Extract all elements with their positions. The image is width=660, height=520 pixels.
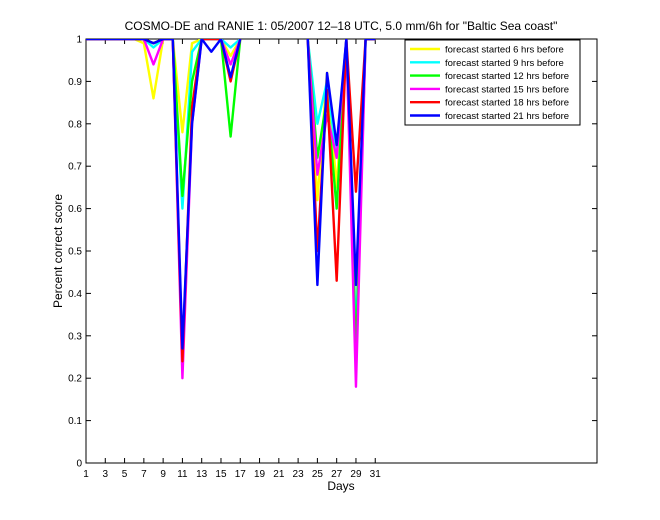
y-tick-label: 0.9	[68, 77, 82, 88]
x-tick-label: 13	[196, 469, 208, 480]
legend: forecast started 6 hrs before forecast st…	[404, 39, 581, 126]
legend-label: forecast started 18 hrs before	[445, 98, 569, 109]
series-layer	[86, 39, 376, 388]
x-tick-label: 3	[103, 469, 109, 480]
y-tick-label: 0.2	[68, 374, 82, 385]
legend-label: forecast started 21 hrs before	[445, 111, 569, 122]
y-tick-label: 0.5	[68, 247, 82, 258]
x-axis-title: Days	[327, 479, 354, 493]
y-tick-label: 0.1	[68, 416, 82, 427]
y-tick-label: 0.4	[68, 289, 82, 300]
series-line-6	[86, 39, 376, 350]
y-tick-label: 0	[76, 459, 82, 470]
legend-label: forecast started 15 hrs before	[445, 84, 569, 95]
y-axis: 0 0.1 0.2 0.3 0.4 0.5 0.6 0.7 0.8 0.9 1	[68, 35, 597, 470]
x-tick-label: 5	[122, 469, 128, 480]
x-tick-label: 1	[83, 469, 89, 480]
legend-label: forecast started 6 hrs before	[445, 45, 564, 56]
y-tick-label: 0.3	[68, 331, 82, 342]
x-tick-label: 17	[235, 469, 247, 480]
chart-title: COSMO-DE and RANIE 1: 05/2007 12–18 UTC,…	[125, 19, 558, 33]
x-tick-label: 21	[273, 469, 285, 480]
x-tick-label: 25	[312, 469, 324, 480]
x-tick-label: 31	[370, 469, 382, 480]
y-tick-label: 0.7	[68, 162, 82, 173]
legend-label: forecast started 12 hrs before	[445, 71, 569, 82]
x-tick-label: 15	[215, 469, 227, 480]
x-tick-label: 9	[160, 469, 166, 480]
x-tick-label: 29	[350, 469, 362, 480]
x-tick-label: 19	[254, 469, 266, 480]
y-axis-title: Percent correct score	[51, 194, 65, 308]
x-tick-label: 23	[293, 469, 305, 480]
legend-box	[404, 39, 581, 126]
y-tick-label: 0.6	[68, 204, 82, 215]
x-tick-label: 7	[141, 469, 147, 480]
y-tick-label: 0.8	[68, 119, 82, 130]
x-tick-label: 27	[331, 469, 343, 480]
x-tick-label: 11	[177, 469, 188, 480]
legend-label: forecast started 9 hrs before	[445, 58, 564, 69]
y-tick-label: 1	[76, 35, 82, 46]
